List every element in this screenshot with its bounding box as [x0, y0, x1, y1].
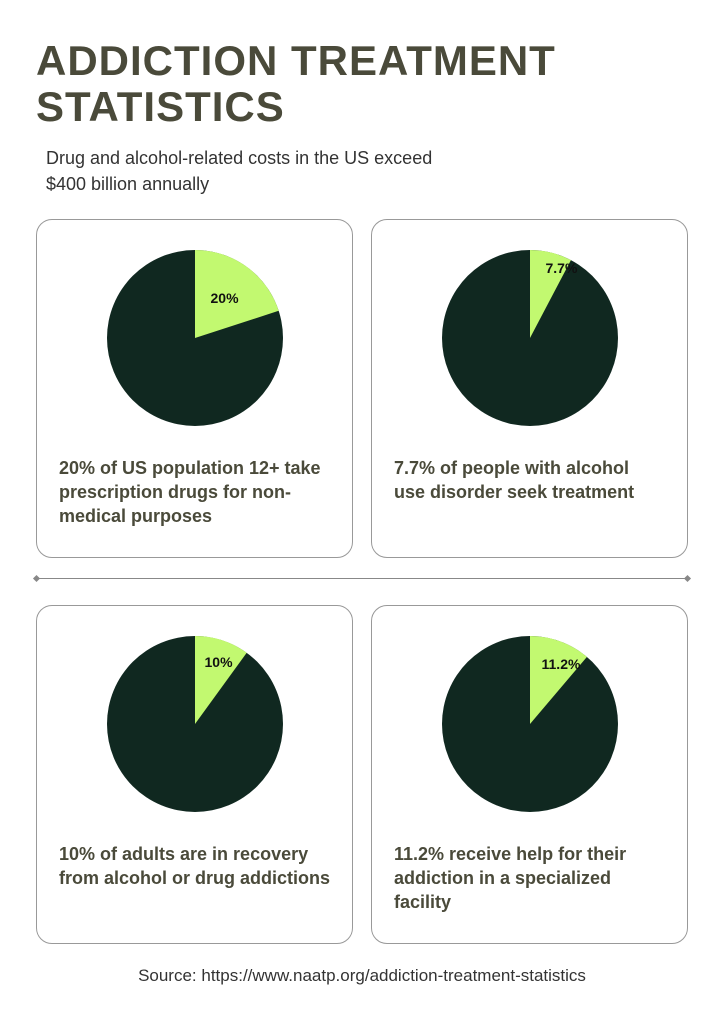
pie-percent-label: 20%: [211, 290, 239, 306]
source-citation: Source: https://www.naatp.org/addiction-…: [36, 964, 688, 988]
bottom-grid: 10% 10% of adults are in recovery from a…: [36, 605, 688, 944]
pie-chart: 20%: [105, 248, 285, 428]
pie-percent-label: 7.7%: [546, 260, 578, 276]
stat-caption: 7.7% of people with alcohol use disorder…: [394, 456, 665, 505]
top-grid: 20% 20% of US population 12+ take prescr…: [36, 219, 688, 558]
stat-card: 7.7% 7.7% of people with alcohol use dis…: [371, 219, 688, 558]
pie-chart: 7.7%: [440, 248, 620, 428]
page-subtitle: Drug and alcohol-related costs in the US…: [36, 146, 476, 196]
pie-chart: 11.2%: [440, 634, 620, 814]
stat-caption: 11.2% receive help for their addiction i…: [394, 842, 665, 915]
stat-card: 20% 20% of US population 12+ take prescr…: [36, 219, 353, 558]
stat-card: 11.2% 11.2% receive help for their addic…: [371, 605, 688, 944]
stat-caption: 20% of US population 12+ take prescripti…: [59, 456, 330, 529]
pie-percent-label: 10%: [205, 654, 233, 670]
pie-percent-label: 11.2%: [542, 656, 581, 672]
section-divider: [36, 578, 688, 579]
stat-card: 10% 10% of adults are in recovery from a…: [36, 605, 353, 944]
stat-caption: 10% of adults are in recovery from alcoh…: [59, 842, 330, 891]
pie-chart: 10%: [105, 634, 285, 814]
page-title: ADDICTION TREATMENT STATISTICS: [36, 38, 688, 130]
